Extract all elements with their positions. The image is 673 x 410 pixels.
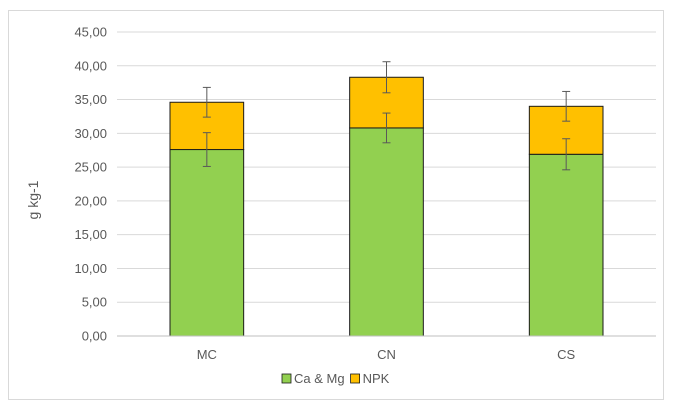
- legend: Ca & Mg NPK: [281, 371, 390, 386]
- error-bar-mc-ca-mg: [202, 132, 211, 167]
- y-axis-ticks: 0,00 5,00 10,00 15,00 20,00 25,00 30,00 35,00 40…: [74, 25, 107, 344]
- x-tick-label: MC: [197, 347, 217, 362]
- y-tick-label: 20,00: [74, 193, 107, 208]
- y-tick-label: 0,00: [82, 329, 107, 344]
- bar-cs-ca-mg: [528, 153, 604, 337]
- error-bars: [202, 61, 571, 171]
- legend-item-ca-mg: Ca & Mg: [281, 371, 345, 386]
- y-tick-label: 5,00: [82, 295, 107, 310]
- y-axis-title: g kg-1: [25, 180, 41, 219]
- y-tick-label: 35,00: [74, 92, 107, 107]
- legend-item-npk: NPK: [350, 371, 390, 386]
- y-tick-label: 10,00: [74, 261, 107, 276]
- error-bar-cn-ca-mg: [382, 112, 391, 144]
- error-bar-cs-ca-mg: [562, 138, 571, 171]
- y-tick-label: 25,00: [74, 160, 107, 175]
- bar-cn-ca-mg: [349, 127, 424, 337]
- bar-mc-ca-mg: [169, 149, 245, 337]
- x-axis-ticks: MC CN CS: [197, 347, 576, 362]
- x-tick-label: CN: [377, 347, 396, 362]
- y-tick-label: 40,00: [74, 58, 107, 73]
- bars: [169, 76, 604, 337]
- error-bar-mc-npk: [202, 86, 211, 118]
- y-tick-label: 45,00: [74, 25, 107, 40]
- error-bar-cs-npk: [562, 90, 571, 122]
- legend-swatch: [350, 373, 360, 384]
- legend-swatch: [281, 373, 292, 384]
- legend-label: Ca & Mg: [294, 371, 345, 386]
- x-tick-label: CS: [557, 347, 575, 362]
- legend-label: NPK: [363, 371, 390, 386]
- y-tick-label: 15,00: [74, 227, 107, 242]
- error-bar-cn-npk: [382, 61, 391, 94]
- y-tick-label: 30,00: [74, 126, 107, 141]
